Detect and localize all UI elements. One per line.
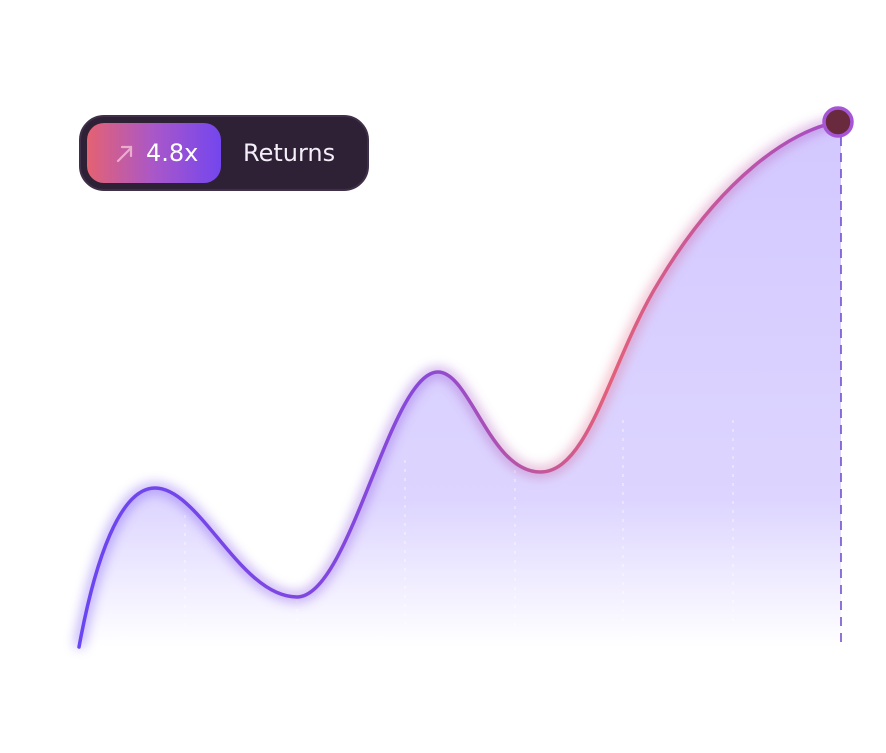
badge-label: Returns [243,139,335,167]
badge-value: 4.8x [146,139,198,167]
end-dot [822,106,854,138]
arrow-icon [116,145,133,163]
returns-badge: 4.8x Returns [79,115,369,191]
curve [77,120,840,649]
badge-pill [87,123,221,183]
area-fill [79,122,841,647]
guide-lines [184,420,734,628]
